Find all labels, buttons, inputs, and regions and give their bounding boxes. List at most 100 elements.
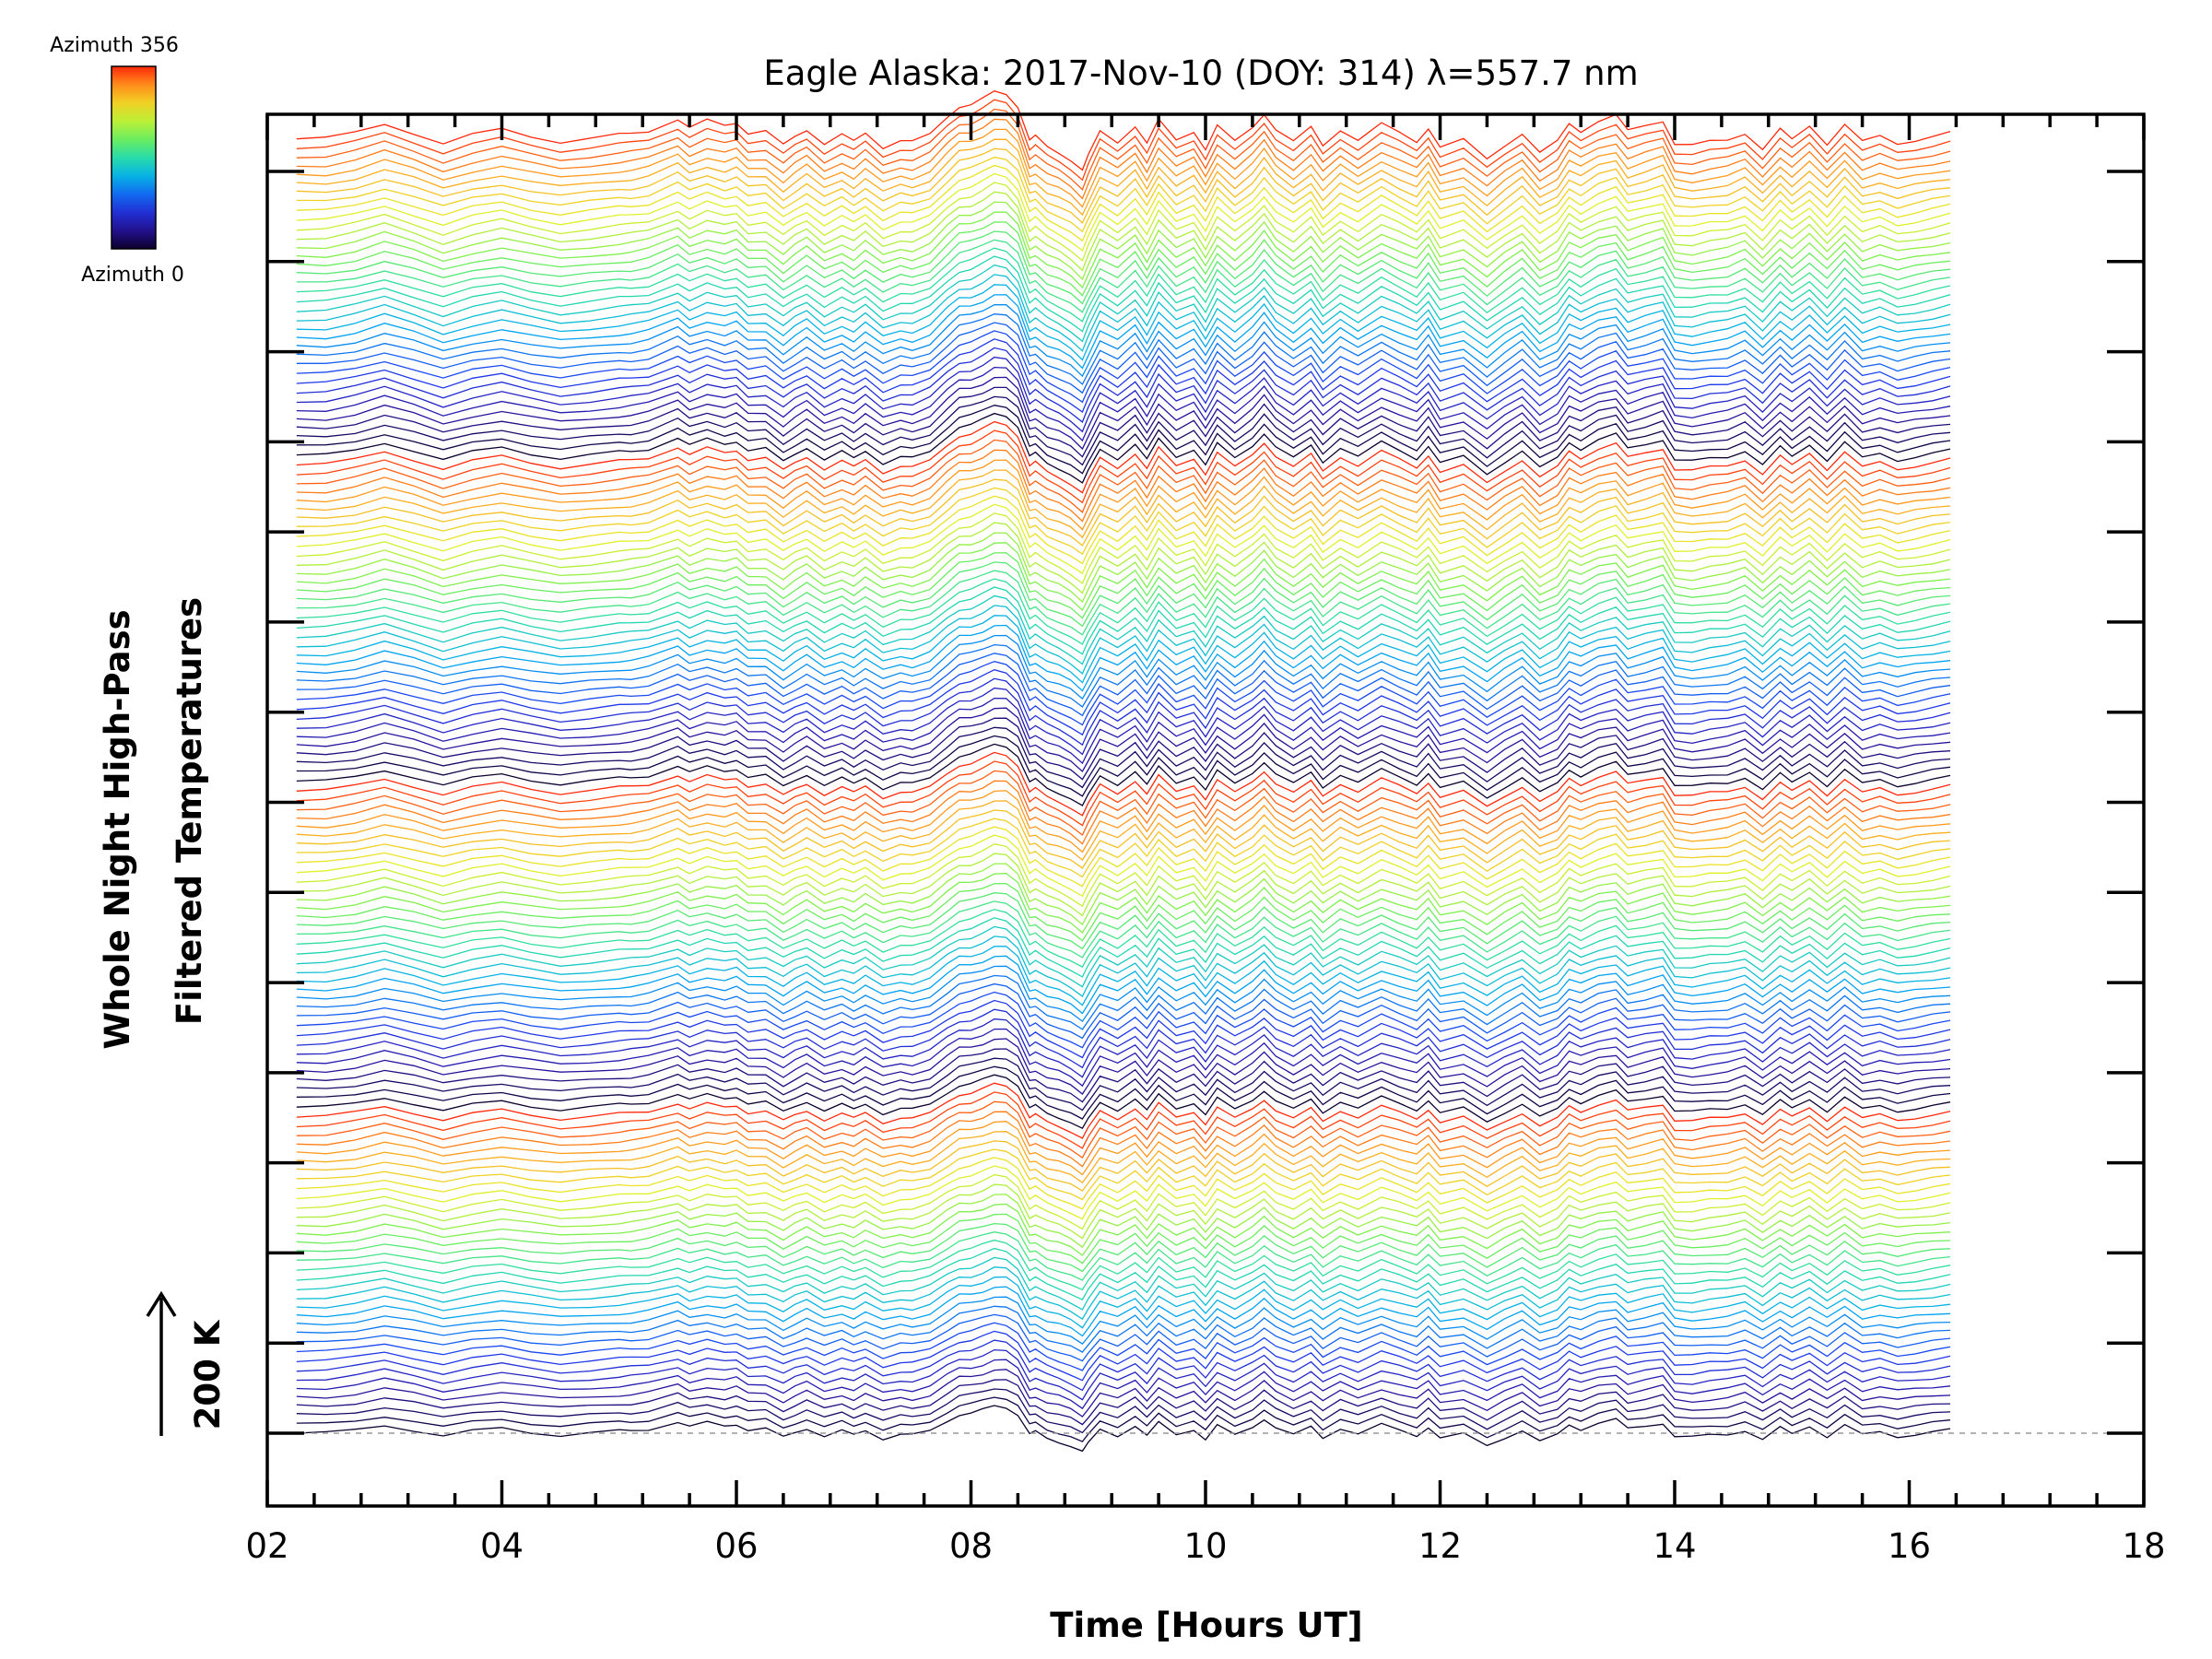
x-axis-label: Time [Hours UT]: [1050, 1606, 1362, 1645]
trace-line-57: [296, 882, 1951, 942]
x-ticks: [265, 114, 2146, 1506]
trace-line-70: [296, 760, 1951, 827]
trace-line-78: [296, 687, 1951, 756]
trace-line-23: [296, 1194, 1951, 1249]
y-axis-label-line1: Whole Night High-Pass: [98, 609, 137, 1049]
trace-line-42: [296, 1018, 1951, 1078]
trace-line-124: [296, 264, 1951, 343]
trace-line-117: [296, 330, 1951, 404]
trace-line-90: [296, 578, 1951, 645]
trace-line-141: [296, 108, 1951, 191]
trace-line-138: [296, 138, 1951, 217]
trace-line-65: [296, 809, 1951, 869]
trace-line-91: [296, 570, 1951, 636]
trace-line-36: [296, 1074, 1951, 1130]
trace-line-83: [296, 643, 1951, 708]
colorbar-max-label: Azimuth 356: [50, 34, 179, 57]
trace-line-6: [296, 1348, 1951, 1401]
x-tick-label: 18: [2122, 1526, 2165, 1566]
trace-line-130: [296, 211, 1951, 289]
x-tick-label: 02: [245, 1526, 288, 1566]
x-tick-label: 04: [480, 1526, 524, 1566]
traces: [296, 89, 1951, 1453]
colorbar-gradient: [111, 65, 157, 250]
trace-line-82: [296, 653, 1951, 717]
trace-line-68: [296, 780, 1951, 845]
trace-line-71: [296, 751, 1951, 817]
trace-line-100: [296, 487, 1951, 556]
trace-line-44: [296, 999, 1951, 1059]
trace-line-134: [296, 172, 1951, 252]
trace-line-55: [296, 900, 1951, 959]
trace-line-28: [296, 1148, 1951, 1201]
trace-line-136: [296, 156, 1951, 233]
trace-line-12: [296, 1296, 1951, 1345]
trace-line-126: [296, 247, 1951, 323]
trace-line-60: [296, 853, 1951, 917]
y-ticks: [267, 170, 2144, 1435]
trace-line-135: [296, 164, 1951, 242]
trace-line-66: [296, 800, 1951, 862]
trace-line-63: [296, 826, 1951, 888]
trace-line-19: [296, 1231, 1951, 1281]
scale-bar-label: 200 K: [188, 1319, 228, 1430]
trace-line-80: [296, 669, 1951, 736]
colorbar: Azimuth 356 Azimuth 0: [50, 34, 184, 287]
trace-line-92: [296, 561, 1951, 628]
trace-line-123: [296, 274, 1951, 352]
trace-line-64: [296, 818, 1951, 878]
trace-line-85: [296, 624, 1951, 692]
trace-line-105: [296, 439, 1951, 513]
trace-line-35: [296, 1082, 1951, 1139]
x-tick-label: 06: [714, 1526, 758, 1566]
x-tick-label: 08: [949, 1526, 993, 1566]
trace-line-93: [296, 552, 1951, 619]
trace-line-58: [296, 872, 1951, 934]
trace-line-16: [296, 1256, 1951, 1311]
trace-line-139: [296, 128, 1951, 208]
trace-line-121: [296, 294, 1951, 370]
trace-line-77: [296, 697, 1951, 765]
trace-line-110: [296, 395, 1951, 466]
trace-line-15: [296, 1266, 1951, 1321]
trace-line-79: [296, 677, 1951, 747]
y-axis-label-line2: Filtered Temperatures: [170, 597, 209, 1025]
trace-line-25: [296, 1173, 1951, 1230]
trace-line-26: [296, 1165, 1951, 1220]
trace-line-32: [296, 1111, 1951, 1168]
trace-line-133: [296, 182, 1951, 262]
trace-line-108: [296, 412, 1951, 484]
trace-line-47: [296, 974, 1951, 1030]
trace-line-62: [296, 834, 1951, 898]
trace-line-74: [296, 726, 1951, 789]
trace-line-107: [296, 420, 1951, 494]
trace-line-24: [296, 1183, 1951, 1240]
trace-line-33: [296, 1100, 1951, 1159]
trace-line-54: [296, 909, 1951, 968]
trace-line-4: [296, 1369, 1951, 1418]
trace-line-143: [296, 89, 1951, 171]
trace-line-142: [296, 99, 1951, 182]
trace-line-113: [296, 366, 1951, 442]
trace-line-39: [296, 1048, 1951, 1103]
trace-line-97: [296, 512, 1951, 585]
scale-bar-arrowhead: [146, 1290, 177, 1317]
trace-line-41: [296, 1028, 1951, 1088]
trace-line-120: [296, 304, 1951, 378]
trace-line-38: [296, 1057, 1951, 1112]
x-tick-label: 10: [1183, 1526, 1227, 1566]
trace-line-98: [296, 503, 1951, 575]
trace-line-43: [296, 1008, 1951, 1069]
trace-line-59: [296, 863, 1951, 926]
trace-line-37: [296, 1065, 1951, 1120]
trace-line-103: [296, 459, 1951, 531]
trace-line-34: [296, 1091, 1951, 1149]
trace-line-86: [296, 615, 1951, 684]
trace-line-122: [296, 284, 1951, 361]
trace-line-52: [296, 925, 1951, 988]
trace-line-127: [296, 239, 1951, 313]
trace-line-72: [296, 743, 1951, 806]
trace-line-119: [296, 313, 1951, 385]
trace-line-99: [296, 495, 1951, 565]
trace-line-69: [296, 770, 1951, 837]
